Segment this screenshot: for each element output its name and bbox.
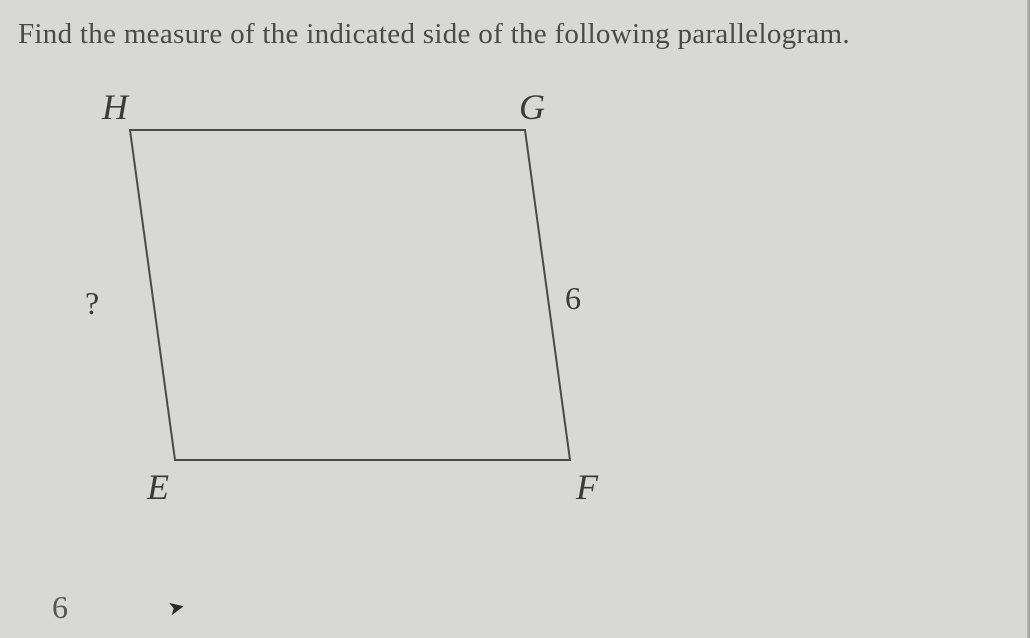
vertex-label-E: E (147, 466, 169, 508)
vertex-label-G: G (519, 86, 545, 128)
answer-value: 6 (52, 589, 68, 626)
vertex-label-F: F (576, 466, 598, 508)
vertex-label-H: H (102, 86, 128, 128)
side-label-given: 6 (565, 280, 581, 317)
cursor-icon: ➤ (166, 594, 188, 622)
parallelogram-diagram: H G F E ? 6 (70, 100, 630, 540)
side-label-unknown: ? (85, 285, 99, 322)
question-text: Find the measure of the indicated side o… (18, 18, 850, 51)
